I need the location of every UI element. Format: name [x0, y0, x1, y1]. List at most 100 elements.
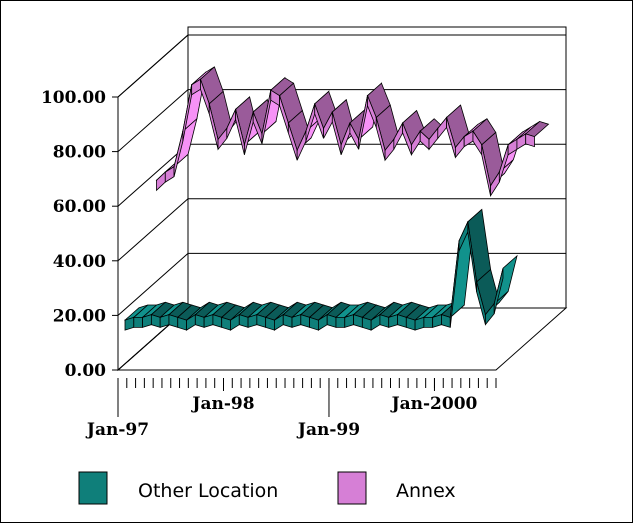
data-point — [445, 116, 448, 119]
series-segment-front — [238, 314, 249, 328]
series-segment-front — [256, 314, 267, 328]
data-point — [133, 316, 135, 318]
data-point — [261, 133, 263, 135]
series-segment-front — [437, 116, 447, 140]
data-point — [155, 179, 158, 181]
series-segment-front — [309, 316, 319, 331]
series-segment-front — [282, 314, 293, 328]
series-segment-front — [203, 314, 214, 328]
data-point — [296, 149, 298, 151]
data-point — [221, 316, 223, 318]
data-point — [344, 316, 346, 318]
x-axis: Jan-97 Jan-98 Jan-99 Jan-2000 — [85, 378, 497, 440]
data-point — [419, 130, 421, 132]
series-segment-front — [432, 314, 442, 328]
series-segment-front — [291, 314, 302, 328]
series-segment-front — [168, 314, 179, 328]
data-point — [282, 314, 284, 316]
series-segment-front — [124, 316, 135, 331]
data-point — [423, 316, 425, 318]
data-point — [472, 130, 474, 132]
y-tick-label: 80.00 — [53, 143, 106, 163]
data-point — [388, 316, 390, 318]
data-point — [493, 303, 495, 305]
data-point — [481, 144, 483, 146]
data-point — [208, 103, 210, 105]
legend-swatch-other-location — [78, 471, 108, 505]
series-segment-front — [221, 316, 231, 331]
series-segment-front — [493, 268, 504, 314]
data-point — [410, 144, 413, 146]
data-point — [525, 133, 527, 135]
data-point — [185, 319, 188, 321]
data-point — [476, 281, 478, 283]
data-point — [322, 127, 325, 130]
series-segment-front — [344, 314, 354, 328]
data-point — [437, 127, 439, 130]
data-point — [270, 89, 272, 91]
series-segment-front — [414, 316, 425, 331]
data-point — [164, 171, 166, 173]
series-segment-front — [156, 171, 166, 192]
data-point — [449, 316, 451, 318]
series-annex — [155, 66, 550, 198]
data-point — [182, 130, 184, 132]
data-point — [235, 108, 237, 110]
series-segment-front — [265, 316, 275, 331]
data-point — [335, 316, 337, 318]
data-point — [484, 314, 487, 316]
data-point — [498, 171, 500, 173]
series-segment-front — [164, 165, 175, 183]
data-point — [150, 314, 152, 316]
data-point — [141, 316, 144, 318]
data-point — [300, 314, 302, 316]
y-tick-label: 20.00 — [53, 306, 106, 326]
data-point — [243, 144, 246, 146]
data-point — [507, 144, 509, 146]
gridline — [117, 252, 566, 316]
data-point — [361, 316, 363, 318]
data-point — [366, 95, 369, 97]
data-point — [405, 316, 407, 318]
data-point — [379, 314, 381, 316]
data-point — [467, 221, 469, 223]
data-point — [314, 103, 316, 105]
data-point — [217, 138, 219, 140]
series-segment-front — [335, 316, 346, 328]
legend-label-other-location: Other Location — [138, 480, 278, 502]
data-point — [256, 314, 258, 316]
data-point — [191, 84, 193, 86]
data-point — [247, 316, 249, 318]
series-segment-front — [212, 314, 223, 328]
data-point — [393, 138, 395, 140]
data-point — [454, 146, 456, 149]
data-point — [440, 314, 443, 316]
y-tick-label: 60.00 — [53, 197, 106, 217]
data-point — [349, 122, 351, 124]
data-point — [194, 314, 196, 316]
data-point — [396, 314, 399, 316]
series-segment-front — [441, 314, 451, 328]
data-point — [212, 314, 214, 316]
series-segment-front — [142, 314, 152, 328]
data-point — [414, 319, 416, 321]
series-segment-front — [300, 314, 311, 328]
data-point — [370, 319, 372, 321]
data-point — [177, 316, 179, 318]
data-point — [265, 316, 267, 318]
series-segment-front — [326, 314, 337, 328]
series-segment-front — [379, 314, 390, 328]
y-axis-labels: 0.00 20.00 40.00 60.00 80.00 100.00 — [41, 88, 106, 381]
data-point — [402, 122, 404, 124]
y-tick-label: 0.00 — [65, 361, 107, 381]
series-segment-front — [177, 316, 187, 331]
x-tick-label: Jan-99 — [296, 420, 360, 440]
series-other-location — [124, 208, 518, 331]
y-tick-label: 40.00 — [53, 252, 106, 272]
data-point — [199, 78, 202, 80]
series-layer — [124, 66, 550, 331]
series-segment-front — [133, 316, 143, 328]
series-segment-front — [150, 314, 161, 328]
data-point — [291, 316, 293, 318]
